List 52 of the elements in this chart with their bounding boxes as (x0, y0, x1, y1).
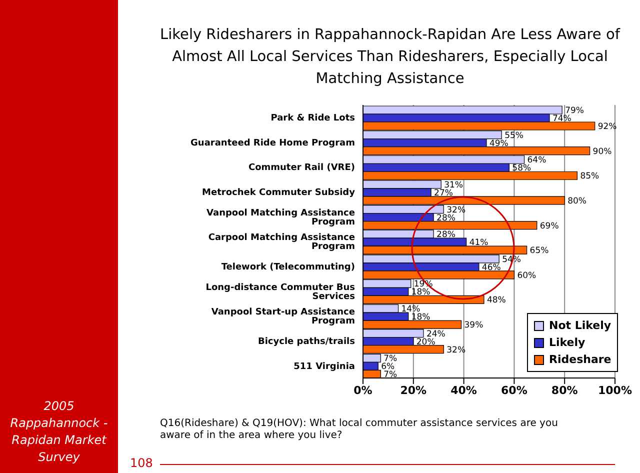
data-label: 28% (436, 213, 456, 224)
x-tick-label: 60% (501, 384, 528, 397)
data-label: 79% (565, 106, 584, 116)
data-label: 90% (592, 146, 612, 157)
y-tick-label: Carpool Matching Assistance Program (208, 233, 355, 252)
data-label: 41% (469, 238, 488, 248)
data-label: 55% (504, 130, 524, 141)
y-tick-label: Long-distance Commuter Bus Services (206, 282, 355, 302)
data-label: 18% (411, 288, 430, 298)
text: 2005 Rappahannock - Rapidan Market Survey (9, 398, 109, 466)
data-label: 80% (568, 196, 587, 206)
data-label: 69% (540, 221, 559, 232)
data-label: 28% (436, 230, 456, 240)
y-tick-label: Vanpool Matching Assistance Program (206, 208, 355, 228)
y-tick-label: Guaranteed Ride Home Program (190, 138, 355, 148)
data-label: 27% (434, 188, 453, 198)
data-label: 39% (464, 320, 484, 331)
x-tick-label: 40% (450, 384, 477, 397)
legend-label: Rideshare (549, 352, 612, 368)
y-tick-label: Vanpool Start-up Assistance Program (211, 308, 355, 327)
data-label: 46% (482, 262, 501, 273)
x-tick-label: 80% (551, 384, 578, 397)
data-label: 7% (384, 370, 398, 380)
data-label: 32% (446, 345, 466, 356)
data-label: 48% (486, 296, 506, 306)
data-label: 20% (416, 337, 436, 348)
data-label: 74% (552, 114, 572, 124)
x-tick-label: 20% (400, 384, 427, 397)
data-label: 24% (426, 329, 446, 340)
y-tick-label: Metrochek Commuter Subsidy (202, 188, 356, 198)
legend-label: Not Likely (549, 318, 612, 334)
data-label: 65% (530, 246, 549, 256)
data-label: 85% (580, 172, 600, 182)
y-tick-label: 511 Virginia (294, 362, 355, 372)
y-tick-label: Park & Ride Lots (270, 114, 355, 124)
data-label: 18% (411, 312, 430, 323)
y-tick-label: Commuter Rail (VRE) (248, 163, 355, 174)
y-tick-label: Telework (Telecommuting) (221, 262, 355, 273)
chart-title: Likely Ridesharers in Rappahannock-Rapidan Are Less Aware of Almost All Local Services Than Ridesharers, Especially Local Matching Assistance (160, 26, 620, 89)
x-tick-label: 100% (598, 384, 632, 397)
data-label: 64% (527, 156, 546, 166)
data-label: 32% (446, 205, 466, 216)
legend-label: Likely (549, 335, 586, 351)
data-label: 60% (517, 270, 536, 281)
data-label: 92% (598, 122, 617, 132)
text: Q16(Rideshare) & Q19(HOV): What local commuter assistance services are you aware of in the area where you live? (160, 418, 559, 442)
data-label: 49% (489, 138, 508, 149)
data-label: 31% (444, 180, 464, 190)
x-tick-label: 0% (354, 384, 372, 397)
text: 108 (130, 456, 153, 470)
y-tick-label: Bicycle paths/trails (258, 336, 355, 347)
data-label: 58% (512, 164, 532, 174)
